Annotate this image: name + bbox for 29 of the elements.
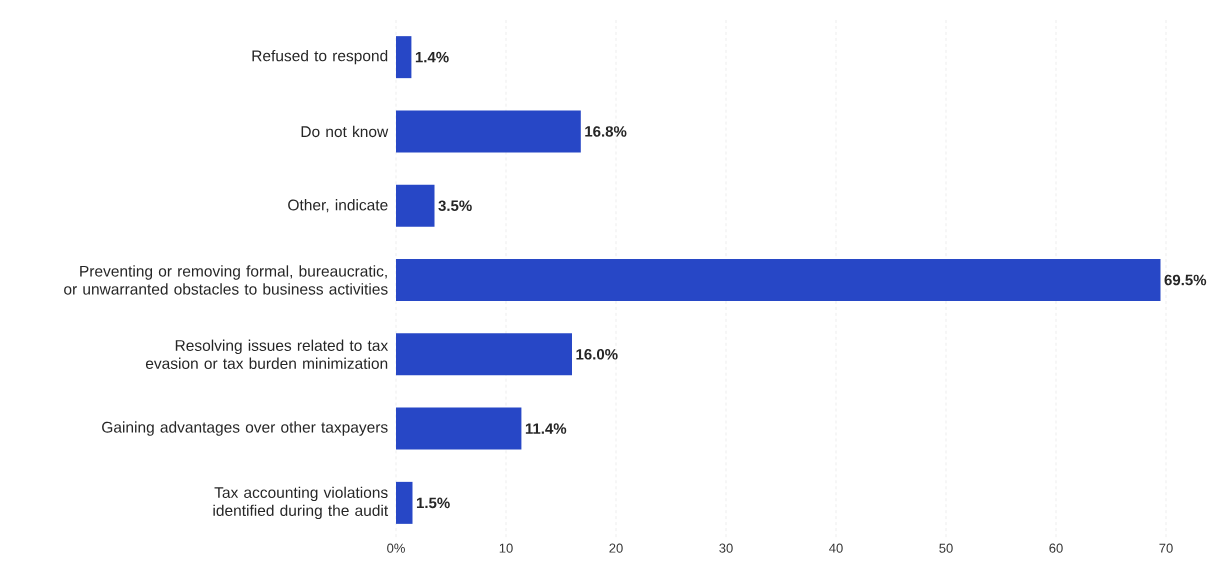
bar (396, 333, 572, 376)
x-tick-label: 50 (939, 543, 953, 553)
data-label: 11.4% (525, 423, 567, 434)
bar (396, 481, 413, 524)
x-tick-label: 10 (499, 543, 513, 553)
x-tick-label: 40 (829, 543, 843, 553)
y-tick-label: Preventing or removing formal, bureaucratic, or unwarranted obstacles to business activities (64, 265, 388, 295)
y-tick-label: Tax accounting violations identified during the audit (213, 486, 389, 520)
data-label: 16.0% (576, 348, 618, 360)
bar (396, 110, 581, 153)
data-label: 16.8% (585, 126, 627, 137)
y-tick-label: Other, indicate (288, 199, 388, 213)
bar (396, 407, 522, 450)
data-label: 1.5% (416, 497, 450, 509)
bar (396, 36, 412, 79)
y-tick-label: Refused to respond (252, 49, 388, 65)
x-tick-label: 70 (1159, 543, 1173, 553)
bar (396, 259, 1161, 301)
x-tick-label: 20 (609, 543, 623, 553)
y-tick-label: Gaining advantages over other taxpayers (102, 421, 388, 436)
y-tick-label: Resolving issues related to tax evasion or tax burden minimization (145, 339, 389, 369)
x-tick-label: 30 (719, 543, 733, 553)
bar (396, 184, 435, 227)
x-tick-label: 60 (1049, 543, 1063, 553)
data-label: 3.5% (438, 200, 472, 212)
data-label: 1.4% (415, 51, 449, 63)
data-label: 69.5% (1164, 274, 1207, 286)
x-tick-label: 0% (387, 543, 405, 553)
y-tick-label: Do not know (301, 125, 389, 138)
